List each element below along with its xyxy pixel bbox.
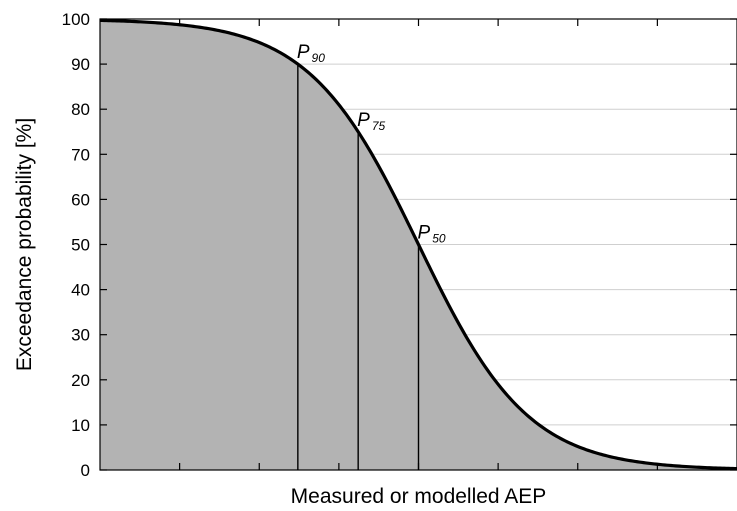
y-tick-label-20: 20 [71, 371, 90, 390]
y-tick-label-50: 50 [71, 236, 90, 255]
y-tick-label-10: 10 [71, 416, 90, 435]
percentile-annotations: P 90 P 75 P 50 [297, 42, 446, 245]
label-p90: P 90 [297, 42, 325, 65]
label-p50: P 50 [418, 223, 446, 246]
y-tick-label-40: 40 [71, 281, 90, 300]
x-axis-title: Measured or modelled AEP [291, 485, 547, 508]
label-p75: P 75 [357, 110, 385, 133]
exceedance-curve [99, 18, 737, 471]
y-tick-label-70: 70 [71, 145, 90, 164]
y-tick-label-0: 0 [81, 461, 90, 480]
y-tick-label-90: 90 [71, 55, 90, 74]
y-tick-label-100: 100 [62, 10, 90, 29]
y-tick-label-30: 30 [71, 326, 90, 345]
y-axis-title: Exceedance probability [%] [13, 118, 36, 371]
axis-tick-labels: 0 10 20 30 40 50 60 70 80 90 100 [62, 10, 90, 480]
percentile-drop-lines [297, 64, 420, 470]
axis-ticks [100, 18, 737, 471]
y-tick-label-60: 60 [71, 190, 90, 209]
y-tick-label-80: 80 [71, 100, 90, 119]
